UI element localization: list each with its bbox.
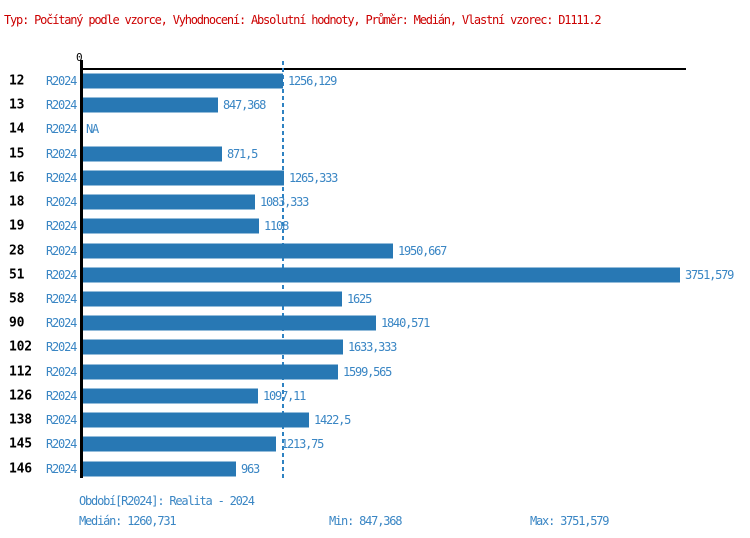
row-series-label: R2024 [46, 291, 77, 306]
row-series-label: R2024 [46, 219, 77, 234]
row-series-label: R2024 [46, 195, 77, 210]
row-category-label: 138 [9, 412, 32, 428]
row-category-label: 112 [9, 364, 32, 380]
bar-value-label: 1213,75 [281, 437, 324, 452]
row-series-label: R2024 [46, 340, 77, 355]
table-row: 90 R2024 1840,571 [0, 311, 750, 335]
row-series-label: R2024 [46, 74, 77, 88]
bar-value-label: 1083,333 [260, 195, 309, 210]
bar-value-label: 1625 [347, 291, 372, 306]
table-row: 126 R2024 1097,11 [0, 384, 750, 408]
row-series-label: R2024 [46, 267, 77, 282]
table-row: 112 R2024 1599,565 [0, 360, 750, 384]
bar[interactable] [83, 218, 259, 234]
bar[interactable] [83, 291, 342, 307]
row-series-label: R2024 [46, 388, 77, 403]
row-series-label: R2024 [46, 364, 77, 379]
row-series-label: R2024 [46, 437, 77, 452]
bar[interactable] [83, 243, 393, 259]
bar[interactable] [83, 170, 284, 186]
bar-value-label: 3751,579 [685, 267, 734, 282]
table-row: 18 R2024 1083,333 [0, 190, 750, 214]
x-axis-zero-tick-label: 0 [76, 51, 83, 64]
table-row: 138 R2024 1422,5 [0, 408, 750, 432]
footer-median-stat: Medián: 1260,731 [79, 514, 177, 528]
bar[interactable] [83, 339, 343, 355]
footer-min-stat: Min: 847,368 [329, 514, 403, 528]
bar[interactable] [83, 412, 309, 428]
table-row: 145 R2024 1213,75 [0, 432, 750, 456]
table-row: 16 R2024 1265,333 [0, 166, 750, 190]
row-category-label: 18 [9, 194, 25, 210]
bar-value-label: 963 [241, 461, 260, 476]
table-row: 28 R2024 1950,667 [0, 239, 750, 263]
row-series-label: R2024 [46, 146, 77, 161]
row-category-label: 28 [9, 243, 25, 259]
row-series-label: R2024 [46, 122, 77, 137]
table-row: 15 R2024 871,5 [0, 142, 750, 166]
bar[interactable] [83, 194, 255, 210]
table-row: 13 R2024 847,368 [0, 93, 750, 117]
row-series-label: R2024 [46, 461, 77, 476]
row-category-label: 13 [9, 97, 25, 113]
row-category-label: 16 [9, 170, 25, 186]
table-row: 14 R2024 NA [0, 117, 750, 141]
row-category-label: 14 [9, 121, 25, 137]
bar[interactable] [83, 388, 258, 404]
bar[interactable] [83, 97, 218, 113]
table-row: 19 R2024 1108 [0, 214, 750, 238]
bar-value-label: NA [86, 122, 99, 137]
bar-value-label: 1108 [264, 219, 289, 234]
bar[interactable] [83, 73, 283, 89]
bar-value-label: 847,368 [223, 98, 266, 113]
bar[interactable] [83, 364, 338, 380]
row-category-label: 145 [9, 436, 32, 452]
footer-max-stat: Max: 3751,579 [530, 514, 610, 528]
chart-title: Typ: Počítaný podle vzorce, Vyhodnocení:… [4, 13, 602, 27]
row-category-label: 19 [9, 218, 25, 234]
row-category-label: 126 [9, 388, 32, 404]
bar[interactable] [83, 146, 222, 162]
bar-value-label: 1256,129 [288, 74, 337, 88]
footer-period-label: Období[R2024]: Realita - 2024 [79, 494, 255, 508]
row-series-label: R2024 [46, 98, 77, 113]
bar-value-label: 1950,667 [398, 243, 447, 258]
row-category-label: 102 [9, 339, 32, 355]
bar-value-label: 1265,333 [289, 170, 338, 185]
row-category-label: 58 [9, 291, 25, 307]
bar[interactable] [83, 315, 376, 331]
row-series-label: R2024 [46, 413, 77, 428]
row-series-label: R2024 [46, 170, 77, 185]
bar-value-label: 1840,571 [381, 316, 430, 331]
bar-value-label: 1633,333 [348, 340, 397, 355]
bar[interactable] [83, 461, 236, 477]
y-axis-line [80, 60, 83, 478]
bar-value-label: 1599,565 [343, 364, 392, 379]
row-category-label: 12 [9, 73, 25, 89]
row-category-label: 51 [9, 267, 25, 283]
table-row: 58 R2024 1625 [0, 287, 750, 311]
row-category-label: 146 [9, 461, 32, 477]
bar-value-label: 1422,5 [314, 413, 351, 428]
table-row: 12 R2024 1256,129 [0, 69, 750, 93]
bar[interactable] [83, 436, 276, 452]
row-series-label: R2024 [46, 316, 77, 331]
bar[interactable] [83, 267, 680, 283]
table-row: 146 R2024 963 [0, 457, 750, 481]
row-series-label: R2024 [46, 243, 77, 258]
row-category-label: 15 [9, 146, 25, 162]
table-row: 51 R2024 3751,579 [0, 263, 750, 287]
table-row: 102 R2024 1633,333 [0, 335, 750, 359]
row-category-label: 90 [9, 315, 25, 331]
bar-value-label: 871,5 [227, 146, 258, 161]
x-axis-line [80, 68, 686, 70]
bar-value-label: 1097,11 [263, 388, 306, 403]
